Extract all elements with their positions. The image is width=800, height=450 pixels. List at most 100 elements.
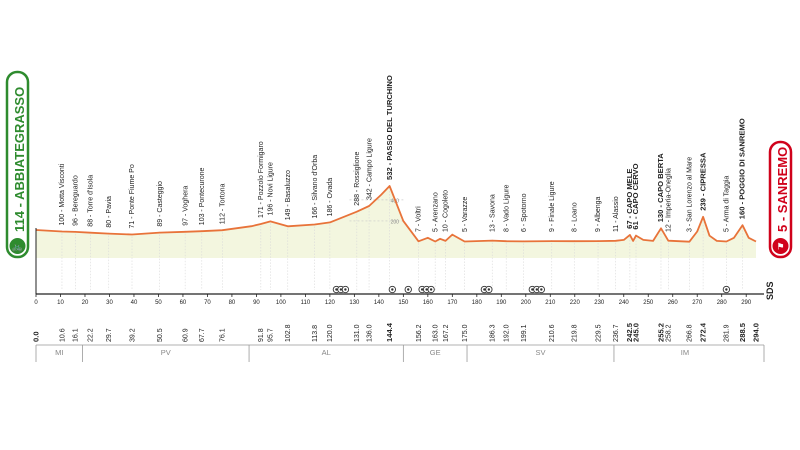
place-separator: -	[613, 219, 620, 225]
axis-tick-label: 230	[594, 300, 605, 306]
place-label: 88 - Torre d'Isola	[88, 175, 95, 227]
km-label: 29.7	[106, 328, 113, 342]
place-altitude: 12	[666, 224, 673, 232]
km-label: 144.4	[385, 322, 394, 342]
place-separator: -	[157, 213, 164, 219]
km-label: 167.2	[443, 324, 450, 342]
place-altitude: 10	[443, 224, 450, 232]
place-label: 532 - PASSO DEL TURCHINO	[385, 75, 394, 180]
place-separator: -	[443, 218, 450, 224]
place-altitude: 149	[285, 209, 292, 221]
place-separator: -	[698, 191, 707, 198]
place-name: Pontecurone	[199, 167, 206, 207]
axis-tick-label: 30	[106, 300, 113, 306]
start-cyclist-glyph: 🚲	[12, 242, 23, 252]
km-label: 266.8	[687, 324, 694, 342]
place-separator: -	[572, 222, 579, 228]
axis-tick-label: 190	[496, 300, 507, 306]
km-label: 186.3	[490, 324, 497, 342]
place-altitude: 61	[631, 220, 640, 229]
place-separator: -	[625, 214, 634, 221]
place-separator: -	[73, 212, 80, 218]
place-name: Silvano d'Orba	[312, 155, 319, 201]
place-name: CAPO BERTA	[656, 153, 665, 203]
place-name: Imperia-Oneglia	[666, 168, 673, 218]
place-altitude: 171	[258, 206, 265, 218]
place-label: 96 - Bereguardo	[73, 175, 80, 226]
place-name: Casteggio	[157, 181, 164, 213]
axis-tick-label: 280	[717, 300, 728, 306]
place-altitude: 11	[613, 225, 620, 232]
place-altitude: 9	[595, 228, 602, 232]
axis-tick-label: 260	[668, 300, 679, 306]
place-separator: -	[106, 214, 113, 220]
axis-tick-label: 90	[253, 300, 260, 306]
place-name: Torre d'Isola	[88, 175, 95, 213]
km-label: 102.8	[285, 324, 292, 342]
axis-tick-label: 240	[619, 300, 630, 306]
start-name: ABBIATEGRASSO	[12, 87, 27, 200]
km-label: 50.5	[157, 328, 164, 342]
place-name: PASSO DEL TURCHINO	[385, 75, 394, 160]
place-label: 5 - Arma di Taggia	[724, 176, 731, 232]
place-label: 3 - San Lorenzo al Mare	[687, 157, 694, 232]
place-label: 13 - Savona	[489, 194, 496, 232]
place-name: Finale Ligure	[549, 181, 556, 222]
km-label: 255.2	[656, 323, 665, 342]
axis-tick-label: 250	[643, 300, 654, 306]
place-label: 149 - Basaluzzo	[285, 170, 292, 220]
km-label: 163.0	[433, 324, 440, 342]
region-label: AL	[322, 348, 331, 357]
sprint-marker-dot	[535, 288, 539, 291]
place-altitude: 130	[656, 210, 665, 223]
place-label: 130 - CAPO BERTA	[656, 153, 665, 223]
finish-label: 5 - SANREMO	[775, 147, 790, 232]
axis-tick-label: 150	[398, 300, 409, 306]
km-label: 242.5	[625, 322, 634, 342]
sprint-marker-dot	[407, 288, 410, 291]
place-name: Voghera	[182, 186, 189, 212]
place-label: 100 - Motta Visconti	[59, 163, 66, 225]
axis-tick-label: 40	[131, 300, 138, 306]
km-label: 95.7	[268, 328, 275, 342]
place-label: 9 - Finale Ligure	[549, 181, 556, 232]
place-label: 80 - Pavia	[106, 196, 113, 228]
km-label: 258.2	[666, 324, 673, 342]
place-name: Arma di Taggia	[724, 176, 731, 223]
start-box: 114 - ABBIATEGRASSO 🚲	[5, 70, 30, 259]
axis-tick-label: 70	[204, 300, 211, 306]
km-label: 236.7	[613, 324, 620, 342]
start-cyclist-icon	[9, 238, 26, 254]
place-label: 160 - POGGIO DI SANREMO	[738, 118, 747, 219]
km-label: 22.2	[88, 328, 95, 342]
profile-line	[35, 185, 757, 243]
place-label: 67 - CAPO MELE	[625, 169, 634, 229]
place-separator: -	[312, 201, 319, 207]
place-name: Varazze	[462, 197, 469, 222]
start-altitude: 114	[12, 210, 27, 232]
place-altitude: 9	[549, 228, 556, 232]
place-altitude: 80	[106, 220, 113, 228]
axis-tick-label: 270	[692, 300, 703, 306]
finish-flag-glyph: ⚑	[776, 242, 784, 252]
km-label: 10.6	[59, 328, 66, 342]
place-label: 10 - Cogoleto	[443, 190, 450, 232]
place-altitude: 160	[738, 207, 747, 220]
place-separator: -	[258, 200, 265, 206]
place-separator: -	[220, 207, 227, 213]
place-altitude: 71	[129, 221, 136, 229]
place-name: Ovada	[327, 178, 334, 199]
place-label: 186 - Ovada	[327, 178, 334, 217]
km-label: 288.5	[738, 322, 747, 342]
place-altitude: 5	[724, 228, 731, 232]
place-separator: -	[724, 222, 731, 228]
km-label: 229.5	[595, 324, 602, 342]
axis-tick-label: 170	[447, 300, 458, 306]
region-label: SV	[535, 348, 545, 357]
place-label: 196 - Novi Ligure	[268, 162, 275, 215]
finish-flag-icon	[772, 238, 789, 254]
place-label: 8 - Loano	[572, 202, 579, 232]
place-name: Bereguardo	[73, 175, 80, 212]
km-label: 294.0	[751, 323, 760, 342]
